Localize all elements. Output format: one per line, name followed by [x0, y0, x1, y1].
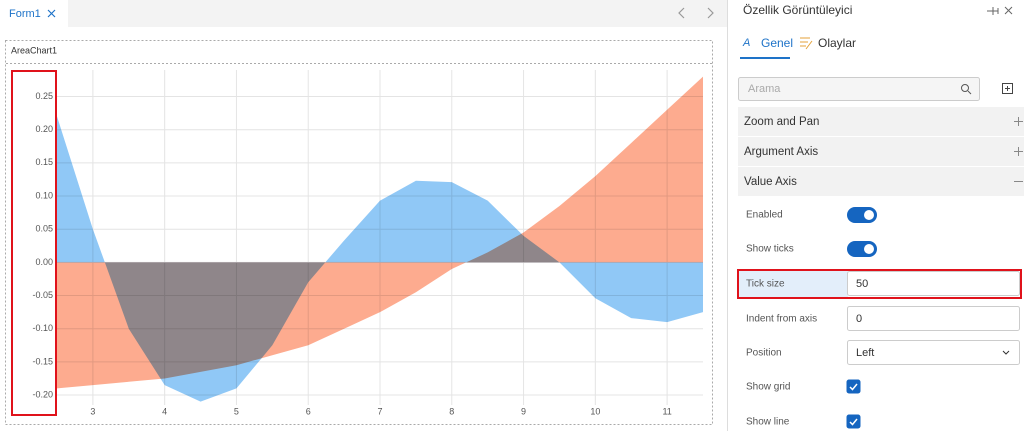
- property-label: Show line: [746, 417, 790, 428]
- tab-arrows[interactable]: [678, 7, 714, 19]
- property-label: Tick size: [746, 279, 785, 290]
- property-label: Position: [746, 348, 782, 359]
- property-value[interactable]: 0: [856, 313, 862, 325]
- property-grid: Zoom and Pan Argument Axis Value Axis Enabl…: [738, 107, 1024, 429]
- chart-control-border[interactable]: [5, 40, 713, 425]
- categorize-button-icon: [1005, 86, 1010, 91]
- property-value[interactable]: Left: [856, 347, 874, 359]
- olaylar-icon: [800, 37, 813, 50]
- y-tick-label: -0.20: [32, 389, 53, 399]
- y-tick-label: 0.20: [35, 124, 53, 134]
- checkmark: [849, 418, 858, 426]
- checkbox[interactable]: [846, 414, 861, 429]
- toggle-knob: [864, 244, 874, 254]
- section-title[interactable]: Zoom and Pan: [744, 116, 819, 128]
- y-tick-label: -0.15: [32, 356, 53, 366]
- y-tick-label: 0.05: [35, 224, 53, 234]
- expand-icon[interactable]: [1014, 147, 1023, 156]
- checkmark: [849, 383, 858, 391]
- y-tick-label: 0.15: [35, 157, 53, 167]
- search-placeholder[interactable]: Arama: [748, 83, 781, 95]
- search-icon: [961, 84, 969, 92]
- categorize-button[interactable]: [1002, 83, 1013, 94]
- property-label: Show grid: [746, 382, 790, 393]
- x-tick-label: 7: [377, 406, 382, 416]
- x-tick-label: 6: [306, 406, 311, 416]
- property-label: Show ticks: [746, 244, 794, 255]
- close-icon[interactable]: [1004, 6, 1013, 15]
- tab-close[interactable]: [47, 9, 56, 18]
- section-header[interactable]: [738, 137, 1024, 166]
- search-box[interactable]: [738, 77, 980, 101]
- section-title[interactable]: Argument Axis: [744, 146, 818, 158]
- area: [57, 116, 703, 402]
- x-tick-label: 8: [449, 406, 454, 416]
- y-tick-label: 0.00: [35, 257, 53, 267]
- y-tick-label: -0.05: [32, 290, 53, 300]
- y-tick-label: 0.25: [35, 91, 53, 101]
- y-tick-label: -0.10: [32, 323, 53, 333]
- chart: -0.20 -0.15 -0.10 -0.05 0.00 0.05 0.10 0.15 0.20…: [32, 70, 703, 416]
- panel-tab[interactable]: Olaylar: [818, 36, 856, 50]
- panel-title: Özellik Görüntüleyici: [743, 3, 852, 17]
- tab-bar: [0, 0, 727, 27]
- tab-title[interactable]: Form1: [9, 8, 41, 20]
- x-tick-label: 4: [162, 406, 167, 416]
- y-tick-label: 0.10: [35, 190, 53, 200]
- section-title[interactable]: Value Axis: [744, 176, 797, 188]
- section-header[interactable]: [738, 167, 1024, 196]
- pin-icon[interactable]: [987, 7, 999, 15]
- tab[interactable]: [0, 0, 68, 27]
- expand-icon[interactable]: [1014, 117, 1023, 126]
- property-label: Indent from axis: [746, 314, 817, 325]
- text-input[interactable]: [847, 306, 1020, 331]
- x-tick-label: 11: [662, 406, 671, 416]
- chart-control-name: AreaChart1: [11, 45, 57, 55]
- selected-row: [738, 270, 848, 297]
- genel-icon: A: [742, 37, 750, 49]
- checkbox[interactable]: [846, 379, 861, 394]
- x-tick-label: 3: [90, 406, 95, 416]
- property-value[interactable]: 50: [856, 278, 868, 290]
- highlight-box: [11, 70, 57, 416]
- x-tick-label: 5: [234, 406, 239, 416]
- toggle-knob: [864, 210, 874, 220]
- panel-tab[interactable]: Genel: [761, 36, 793, 50]
- x-tick-label: 9: [521, 406, 526, 416]
- search-icon: [967, 90, 972, 95]
- section-header[interactable]: [738, 107, 1024, 136]
- chevron: [1002, 350, 1010, 355]
- dropdown[interactable]: [847, 340, 1020, 365]
- highlight-box: [737, 269, 1022, 299]
- text-input[interactable]: [847, 271, 1020, 296]
- property-label: Enabled: [746, 210, 783, 221]
- x-tick-label: 10: [590, 406, 600, 416]
